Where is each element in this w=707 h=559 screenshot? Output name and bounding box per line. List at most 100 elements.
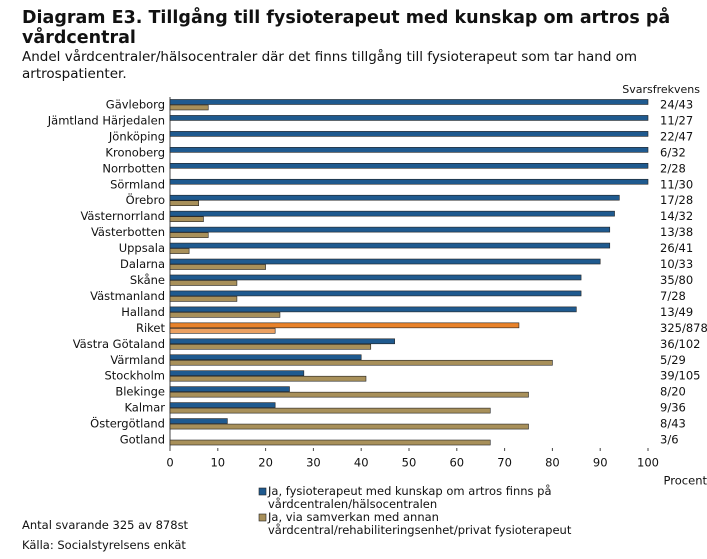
- bar: [169, 258, 601, 265]
- response-label: 11/27: [660, 113, 693, 127]
- category-label: Gotland: [120, 433, 165, 447]
- bar: [169, 248, 190, 254]
- bar: [169, 264, 266, 270]
- bar: [169, 386, 290, 392]
- bar: [169, 306, 577, 313]
- legend-label: Ja, fysioterapeut med kunskap om artros …: [268, 484, 552, 511]
- bar: [169, 328, 276, 334]
- bar: [169, 370, 305, 377]
- category-label: Jönköping: [108, 129, 165, 143]
- x-tick-label: 40: [354, 456, 369, 470]
- bar: [169, 178, 649, 185]
- x-tick-label: 60: [449, 456, 464, 470]
- response-label: 24/43: [660, 97, 693, 111]
- x-tick-label: 70: [497, 456, 512, 470]
- bar: [169, 210, 615, 217]
- response-label: 5/29: [660, 353, 686, 367]
- bar: [169, 162, 649, 169]
- bar: [169, 338, 395, 345]
- response-label: 36/102: [660, 337, 700, 351]
- response-label: 13/49: [660, 305, 693, 319]
- category-label: Örebro: [126, 191, 165, 207]
- category-label: Skåne: [130, 273, 165, 287]
- category-label: Västmanland: [90, 289, 165, 303]
- bar: [169, 226, 611, 233]
- bar: [169, 343, 372, 350]
- legend-swatch: [258, 513, 267, 522]
- category-label: Norrbotten: [102, 161, 165, 175]
- response-label: 6/32: [660, 145, 686, 159]
- bar: [169, 131, 649, 137]
- bar: [169, 322, 520, 329]
- bar: [169, 99, 649, 105]
- response-label: 3/6: [660, 433, 679, 447]
- category-label: Västra Götaland: [73, 337, 165, 351]
- x-axis-label: Procent: [664, 474, 707, 488]
- response-label: 7/28: [660, 289, 686, 303]
- response-label: 8/20: [660, 385, 686, 399]
- bar: [169, 354, 362, 361]
- bar: [169, 104, 209, 111]
- category-label: Västerbotten: [91, 225, 165, 239]
- response-label: 14/32: [660, 209, 693, 223]
- category-label: Halland: [121, 305, 165, 319]
- bar: [169, 242, 611, 249]
- category-label: Gävleborg: [106, 97, 165, 111]
- x-tick-label: 30: [306, 456, 321, 470]
- bar: [169, 216, 204, 222]
- bar: [169, 359, 553, 366]
- bar: [169, 274, 582, 281]
- legend-label: Ja, via samverkan med annan vårdcentral/…: [268, 510, 572, 537]
- response-label: 11/30: [660, 177, 693, 191]
- response-label: 325/878: [660, 321, 707, 335]
- bar: [169, 147, 649, 153]
- bar: [169, 407, 491, 414]
- category-label: Värmland: [110, 353, 165, 367]
- response-label: 2/28: [660, 161, 686, 175]
- x-tick-label: 50: [402, 456, 417, 470]
- chart-title: Diagram E3. Tillgång till fysioterapeut …: [22, 8, 671, 48]
- category-label: Kalmar: [124, 401, 165, 415]
- bar: [169, 290, 582, 297]
- bar: [169, 280, 238, 286]
- response-label: 13/38: [660, 225, 693, 239]
- category-label: Kronoberg: [105, 145, 165, 159]
- note: Källa: Socialstyrelsens enkät: [22, 538, 186, 552]
- category-label: Stockholm: [104, 369, 165, 383]
- category-label: Uppsala: [119, 241, 165, 255]
- x-tick-label: 20: [258, 456, 273, 470]
- response-label: 17/28: [660, 193, 693, 207]
- x-tick-label: 10: [210, 456, 225, 470]
- x-tick-label: 0: [166, 456, 173, 470]
- chart-subtitle: Andel vårdcentraler/hälsocentraler där d…: [22, 49, 638, 82]
- category-label: Östergötland: [90, 415, 165, 431]
- note: Antal svarande 325 av 878st: [22, 518, 189, 532]
- bar: [169, 296, 238, 302]
- bar: [169, 232, 209, 238]
- response-label: 9/36: [660, 401, 686, 415]
- x-tick-label: 80: [545, 456, 560, 470]
- response-label: 22/47: [660, 129, 693, 143]
- bar: [169, 200, 199, 207]
- category-label: Sörmland: [110, 177, 165, 191]
- bar: [169, 439, 491, 446]
- response-label: 39/105: [660, 369, 700, 383]
- category-label: Jämtland Härjedalen: [47, 113, 165, 127]
- legend-swatch: [258, 487, 267, 496]
- response-label: 35/80: [660, 273, 693, 287]
- category-label: Blekinge: [115, 385, 165, 399]
- bar: [169, 194, 620, 201]
- x-tick-label: 100: [637, 456, 659, 470]
- bar: [169, 375, 367, 382]
- bar: [169, 391, 529, 398]
- category-label: Dalarna: [120, 257, 165, 271]
- bar: [169, 423, 529, 430]
- bar: [169, 402, 276, 408]
- x-tick-label: 90: [593, 456, 608, 470]
- bar: [169, 312, 281, 318]
- response-label: 26/41: [660, 241, 693, 255]
- bar: [169, 418, 228, 424]
- category-label: Västernorrland: [80, 209, 165, 223]
